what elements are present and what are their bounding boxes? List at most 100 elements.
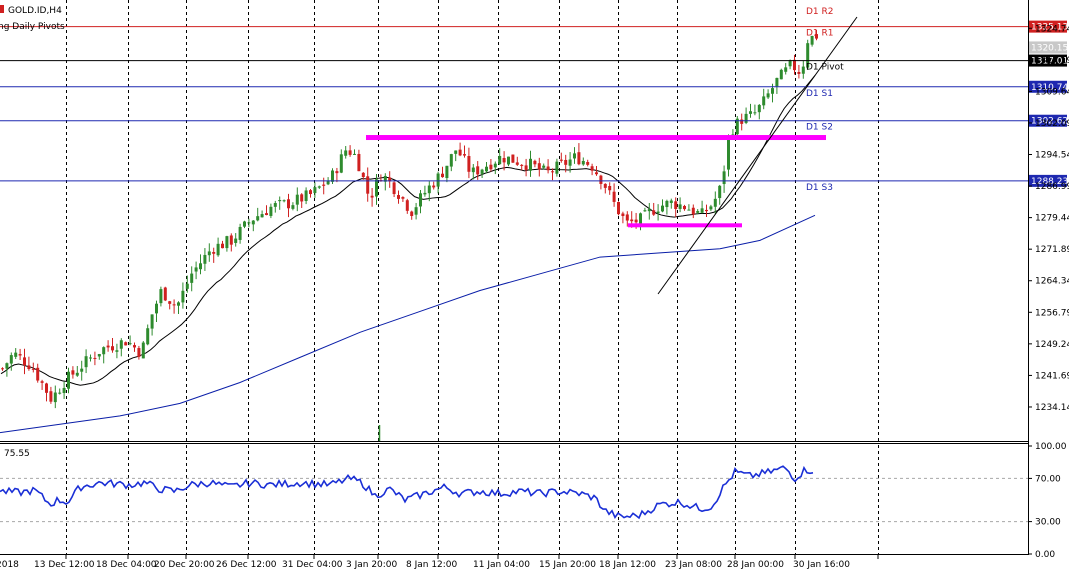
price-axis-label: 1256.79 [1035, 308, 1069, 318]
bearish-candle [18, 354, 22, 356]
bearish-candle [405, 200, 409, 211]
bullish-candle [665, 200, 669, 208]
bullish-candle [313, 187, 317, 194]
bearish-candle [793, 59, 796, 71]
bearish-candle [630, 219, 634, 222]
bullish-candle [383, 175, 387, 182]
time-axis-label: 2018 [0, 560, 19, 570]
rsi-panel: 100.00 70.00 30.00 0.00 [0, 442, 1067, 560]
price-axis-label: 1271.89 [1035, 245, 1069, 255]
bullish-candle [9, 355, 13, 364]
bullish-candle [722, 171, 726, 185]
price-axis-label: 1264.34 [1035, 277, 1069, 287]
resistance-zone[interactable] [366, 135, 826, 141]
bearish-candle [515, 162, 519, 165]
price-axis-label: 1249.24 [1035, 340, 1069, 350]
bearish-candle [511, 154, 515, 163]
price-axis-label: 1241.69 [1035, 371, 1069, 381]
bearish-candle [111, 346, 114, 351]
ascending-trendline[interactable] [657, 16, 858, 295]
bearish-candle [432, 185, 436, 188]
bullish-candle [326, 181, 330, 185]
bearish-candle [441, 173, 444, 178]
rsi-axis-label: 0.00 [1035, 550, 1055, 560]
time-axis-label: 13 Dec 12:00 [34, 560, 95, 570]
bullish-candle [273, 203, 277, 207]
pivot-price-tag [1029, 114, 1067, 127]
bullish-candle [485, 166, 488, 172]
bullish-candle [445, 165, 449, 179]
bearish-candle [172, 304, 176, 306]
bullish-candle [493, 163, 497, 168]
bearish-candle [388, 177, 392, 182]
bullish-candle [449, 154, 453, 167]
bearish-candle [45, 383, 48, 393]
bullish-candle [260, 214, 264, 218]
bearish-candle [49, 391, 53, 402]
pivot-price-tag-label: 1310.74 [1031, 83, 1068, 93]
pivot-price-tag [1029, 80, 1067, 93]
daily-pivot-lines: D1 R2 1325.13 D1 R1 1317.01 D1 Pivot 1310.74 D… [0, 7, 1068, 193]
bullish-candle [243, 221, 246, 227]
price-axis[interactable]: 1234.14 1241.69 1249.24 1256.79 1264.34 1271.… [1028, 24, 1069, 413]
bullish-candle [507, 156, 510, 165]
bullish-candle [718, 185, 722, 199]
trendline[interactable] [657, 16, 858, 295]
horizontal-zones[interactable] [366, 135, 826, 228]
bullish-candle [216, 243, 220, 256]
bullish-candle [291, 205, 295, 209]
bullish-candle [304, 190, 308, 202]
bullish-candle [339, 154, 343, 173]
bearish-candle [502, 158, 506, 163]
bullish-candle [128, 343, 132, 345]
bullish-candle [643, 210, 647, 212]
bearish-candle [815, 34, 818, 39]
bearish-candle [335, 171, 339, 174]
pivot-price-tag-label: 1288.23 [1031, 177, 1068, 187]
bearish-candle [265, 213, 268, 216]
price-axis-label: 1309.64 [1035, 87, 1069, 97]
current-price-label: 1320.15 [1031, 43, 1068, 53]
time-axis-label: 23 Jan 08:00 [665, 560, 722, 570]
bullish-candle [150, 314, 154, 329]
bearish-candle [1, 368, 4, 370]
bullish-candle [353, 153, 356, 155]
bearish-candle [40, 381, 44, 383]
bullish-candle [344, 150, 348, 156]
support-zone[interactable] [628, 223, 742, 228]
bullish-candle [234, 238, 238, 243]
bullish-candle [806, 43, 810, 68]
bearish-candle [797, 72, 801, 74]
bearish-candle [577, 152, 581, 165]
bullish-candle [669, 200, 673, 203]
bullish-candle [84, 356, 88, 368]
bullish-candle [735, 118, 739, 135]
bullish-candle [14, 352, 18, 357]
bearish-candle [559, 159, 563, 161]
bearish-candle [361, 172, 365, 178]
bearish-candle [621, 213, 625, 217]
bearish-candle [564, 159, 568, 165]
pivot-name-label: D1 S2 [806, 123, 833, 133]
bearish-candle [36, 367, 40, 381]
moving-averages [0, 75, 816, 434]
time-axis-label: 26 Dec 12:00 [216, 560, 277, 570]
pivot-price-tag [1029, 174, 1067, 187]
bearish-candle [287, 199, 290, 209]
bullish-candle [119, 340, 123, 349]
price-axis-label: 1317.19 [1035, 56, 1069, 66]
bearish-candle [370, 195, 374, 198]
pivot-name-label: D1 Pivot [806, 63, 844, 73]
bearish-candle [137, 348, 141, 357]
bullish-candle [251, 220, 255, 225]
bullish-candle [225, 236, 229, 249]
pivot-name-label: D1 S1 [806, 89, 833, 99]
bullish-candle [762, 96, 766, 106]
bullish-candle [58, 392, 62, 394]
bullish-candle [687, 209, 691, 211]
bullish-candle [155, 303, 158, 314]
time-axis-label: 31 Dec 04:00 [282, 560, 343, 570]
bearish-candle [463, 154, 466, 156]
